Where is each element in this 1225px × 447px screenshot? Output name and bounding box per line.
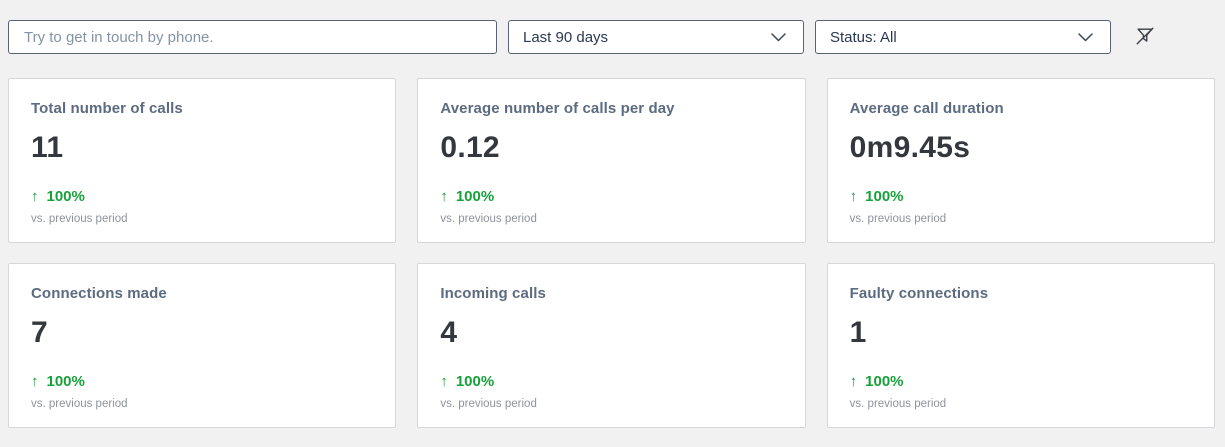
trend-change-value: 100% [865,373,904,390]
comparison-label: vs. previous period [849,398,947,410]
status-value: Status: All [830,28,897,46]
stat-card-title: Incoming calls [440,285,546,302]
comparison-label: vs. previous period [31,398,128,410]
trend-change-value: 100% [455,373,495,390]
stat-card-value: 1 [849,316,867,349]
stat-card-value: 0m9.45s [849,131,971,164]
comparison-label: vs. previous period [440,398,537,410]
comparison-label: vs. previous period [849,213,947,225]
date-range-value: Last 90 days [523,28,609,46]
stat-card-avg-calls-per-day: Average number of calls per day 0.12 ↑ 1… [417,78,806,243]
stat-card-trend: ↑ 100% [31,188,373,205]
stat-card-title: Total number of calls [31,100,183,117]
comparison-label: vs. previous period [31,213,128,225]
trend-up-arrow-icon: ↑ [31,373,39,390]
status-select[interactable]: Status: All [815,20,1111,54]
stat-card-value: 7 [31,316,48,349]
stat-card-trend: ↑ 100% [850,188,1192,205]
stat-card-avg-call-duration: Average call duration 0m9.45s ↑ 100% vs.… [826,78,1215,243]
stat-card-total-calls: Total number of calls 11 ↑ 100% vs. prev… [8,78,397,243]
clear-filters-button[interactable] [1131,22,1159,53]
stats-grid: Total number of calls 11 ↑ 100% vs. prev… [8,78,1215,428]
trend-change-value: 100% [865,188,904,205]
stat-card-trend: ↑ 100% [440,373,782,390]
stat-card-trend: ↑ 100% [850,373,1192,390]
stat-card-title: Average call duration [849,100,1004,117]
stat-card-connections-made: Connections made 7 ↑ 100% vs. previous p… [8,263,397,428]
comparison-label: vs. previous period [440,213,537,225]
stat-card-trend: ↑ 100% [31,373,373,390]
stat-card-title: Average number of calls per day [440,100,675,117]
date-range-select[interactable]: Last 90 days [508,20,804,54]
stat-card-faulty-connections: Faulty connections 1 ↑ 100% vs. previous… [826,263,1215,428]
stat-card-title: Connections made [31,285,167,302]
trend-change-value: 100% [46,188,85,205]
filter-off-icon [1134,25,1156,50]
trend-up-arrow-icon: ↑ [849,188,858,205]
chevron-down-icon [1078,29,1093,46]
search-input[interactable] [8,20,497,54]
stat-card-value: 0.12 [440,131,500,164]
trend-up-arrow-icon: ↑ [849,373,858,390]
trend-up-arrow-icon: ↑ [440,188,448,205]
stat-card-value: 4 [440,316,458,349]
trend-up-arrow-icon: ↑ [31,188,39,205]
trend-change-value: 100% [455,188,495,205]
stat-card-incoming-calls: Incoming calls 4 ↑ 100% vs. previous per… [417,263,806,428]
stat-card-value: 11 [31,131,64,164]
chevron-down-icon [771,29,786,46]
trend-up-arrow-icon: ↑ [440,373,448,390]
stat-card-title: Faulty connections [849,285,989,302]
trend-change-value: 100% [46,373,85,390]
filters-toolbar: Last 90 days Status: All [0,0,1225,54]
stat-card-trend: ↑ 100% [440,188,782,205]
